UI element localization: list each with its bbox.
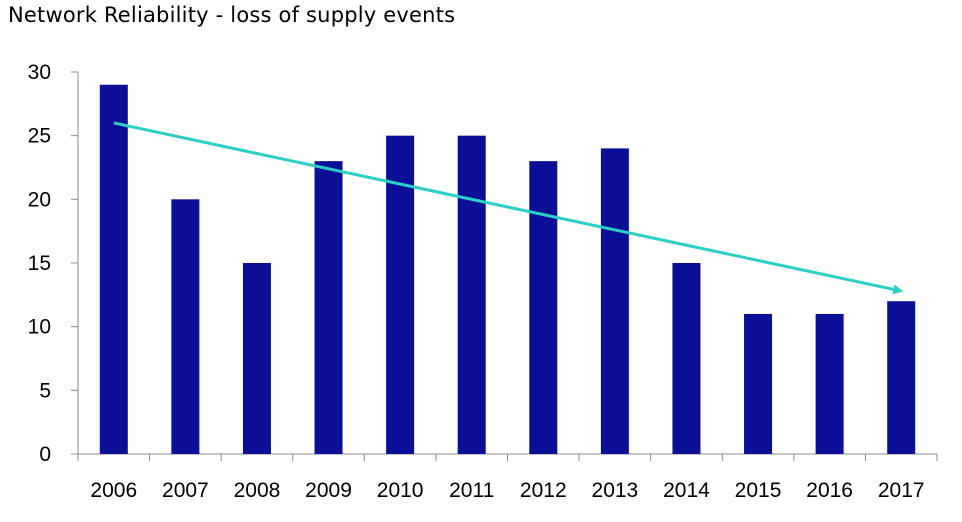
x-tick-label: 2010 [377,479,424,502]
chart-title: Network Reliability - loss of supply eve… [8,3,456,27]
y-tick-label: 0 [39,443,51,466]
bar-2017 [887,301,916,454]
x-tick-label: 2013 [592,479,639,502]
x-tick-label: 2015 [735,479,782,502]
bar-2006 [99,84,128,454]
x-tick-label: 2017 [878,479,925,502]
x-tick-label: 2008 [234,479,281,502]
x-tick-label: 2016 [806,479,853,502]
bar-2013 [600,148,629,454]
trend-arrow-group [113,121,904,295]
x-tick-label: 2006 [90,479,137,502]
bar-2014 [672,263,701,454]
bar-2012 [529,161,558,454]
y-axis: 0 5 10 15 20 25 30 [28,61,79,466]
x-axis: 2006 2007 2008 2009 2010 2011 2012 2013 2014 2015… [77,453,938,502]
bar-2015 [744,313,773,454]
bar-2010 [386,135,415,454]
bar-2008 [242,263,271,454]
bar-2009 [314,161,343,454]
y-tick-label: 10 [28,316,51,339]
bar-2011 [457,135,486,454]
y-tick-label: 5 [39,379,51,402]
y-tick-label: 25 [28,125,51,148]
bar-2016 [815,313,844,454]
y-tick-label: 20 [28,188,51,211]
x-tick-label: 2007 [162,479,209,502]
bars [99,84,916,454]
y-tick-label: 30 [28,61,51,84]
x-tick-label: 2012 [520,479,567,502]
x-tick-label: 2011 [449,479,494,502]
y-tick-label: 15 [28,252,51,275]
x-tick-label: 2009 [305,479,352,502]
trend-arrow [113,121,904,295]
bar-2007 [171,199,200,454]
x-tick-label: 2014 [663,479,710,502]
